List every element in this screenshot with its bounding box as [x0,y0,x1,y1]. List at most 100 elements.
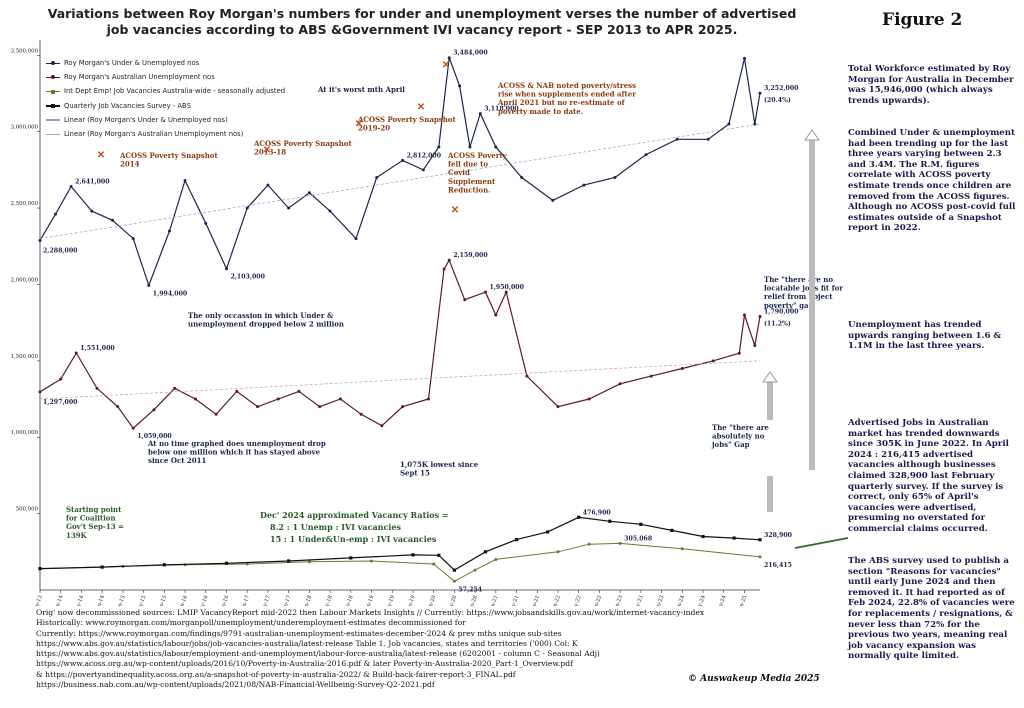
annotation: ACOSS Poverty Snapshot 2014 [119,151,218,169]
series-point-0 [742,56,746,60]
series-point-2 [758,555,762,559]
legend-label: Linear (Roy Morgan's Australian Unemploy… [64,130,244,139]
sidebar-note-unemployment: Unemployment has trended upwards ranging… [848,320,1002,352]
series-point-0 [38,238,42,242]
series-point-2 [587,542,591,546]
series-point-1 [131,426,135,430]
y-tick-label: 2,000,000 [11,277,39,283]
series-line-5 [39,360,761,400]
sources-text: Orig' now decommissioned sources: LMIP V… [36,608,705,690]
x-tick-label: May-17 [259,595,271,606]
chart-canvas: 3,500,000 3,000,000 2,500,000 2,000,000 1,50… [11,40,849,606]
series-point-3 [514,537,519,542]
series-point-3 [287,559,291,563]
x-tick-label: Jan-25 [737,595,749,606]
legend-label: Roy Morgan's Under & Unemployed nos [64,59,200,67]
annotation: The "there are no locatable jobs fit for r… [764,275,843,310]
series-point-0 [111,218,115,222]
series-point-0 [551,198,555,202]
data-label: 1,790,000 [764,309,799,316]
series-point-1 [737,351,741,355]
series-point-1 [359,412,363,416]
series-point-0 [167,229,171,233]
x-tick-label: May-20 [446,595,458,606]
series-point-2 [618,541,622,545]
series-point-1 [556,405,560,409]
data-label: 2,103,000 [230,274,265,281]
acoss-marker: ✕ [417,102,425,113]
series-point-1 [742,313,746,317]
series-point-0 [69,185,73,189]
x-tick-label: Jan-14 [53,594,65,606]
series-point-1 [380,424,384,428]
x-tick-label: Sep-16 [218,595,230,606]
x-tick-label: May-16 [197,595,209,606]
x-tick-label: Jan-20 [426,595,438,606]
annotation: The only occassion in which Under & unemp… [188,311,344,329]
data-label: 3,484,000 [453,50,488,57]
series-point-1 [442,267,446,271]
legend-swatch [46,102,60,110]
series-point-0 [307,191,311,195]
chart-legend: Roy Morgan's Under & Unemployed nos Roy M… [46,56,286,141]
series-point-0 [675,137,679,141]
legend-item: Linear (Roy Morgan's Under & Unemployed … [46,113,286,127]
y-tick-label: 2,500,000 [11,201,39,207]
series-point-3 [437,553,441,557]
series-point-0 [204,221,208,225]
x-tick-label: Jan-16 [177,595,189,606]
data-label: (11.2%) [764,321,791,328]
x-tick-label: Jan-18 [301,595,313,606]
x-tick-label: May-15 [135,595,147,606]
x-tick-label: Jan-24 [674,594,686,606]
legend-swatch [46,59,60,67]
data-label: 305,068 [624,535,652,542]
series-point-0 [54,212,58,216]
series-point-3 [639,522,643,526]
x-tick-label: Jan-23 [612,595,624,606]
x-tick-label: Jan-19 [364,595,376,606]
series-point-1 [649,374,653,378]
annotation: ACOSS Poverty fell due to Covid Supplement R… [447,151,508,194]
series-point-1 [525,374,529,378]
x-tick-label: Sep-17 [281,595,293,606]
data-label: 1,059,000 [137,433,172,440]
series-point-0 [520,176,524,179]
series-point-0 [147,283,151,287]
series-point-1 [483,290,487,294]
x-tick-label: Sep-14 [94,594,106,606]
legend-label: Int Dept Emp! Job Vacancies Australia-wi… [64,87,286,96]
acoss-marker: ✕ [97,150,105,161]
series-point-0 [447,56,451,60]
legend-item: Linear (Roy Morgan's Australian Unemploy… [46,127,286,141]
series-point-1 [338,397,342,401]
series-point-2 [452,579,456,583]
series-point-1 [318,405,322,409]
acoss-marker: ✕ [263,145,271,156]
series-point-1 [193,397,197,401]
series-point-3 [349,556,353,560]
data-label: 3,252,000 [764,85,799,92]
series-point-3 [483,550,488,554]
series-point-2 [556,550,560,554]
annotation: At no time graphed does unemployment dro… [147,439,326,465]
chart-title: Variations between Roy Morgan's numbers … [47,6,797,37]
series-point-0 [478,112,482,116]
x-tick-label: May-19 [384,595,396,606]
y-tick-label: 1,000,000 [11,430,39,436]
x-tick-label: Sep-22 [591,595,603,606]
series-point-3 [100,565,104,569]
series-point-1 [235,389,239,393]
data-label: 3,118,000 [484,106,519,113]
x-tick-label: Sep-15 [156,595,168,606]
series-point-0 [131,237,135,241]
sidebar-note-advertised: Advertised Jobs in Australian market has… [848,418,1009,534]
y-tick-label: 3,000,000 [11,125,39,131]
x-tick-label: May-18 [322,595,334,606]
series-point-3 [732,536,736,540]
series-point-0 [613,176,617,179]
x-tick-label: Jan-22 [550,595,562,606]
series-point-3 [577,515,581,519]
copyright-credit: © Auswakeup Media 2025 [688,674,820,684]
series-point-0 [90,209,94,213]
